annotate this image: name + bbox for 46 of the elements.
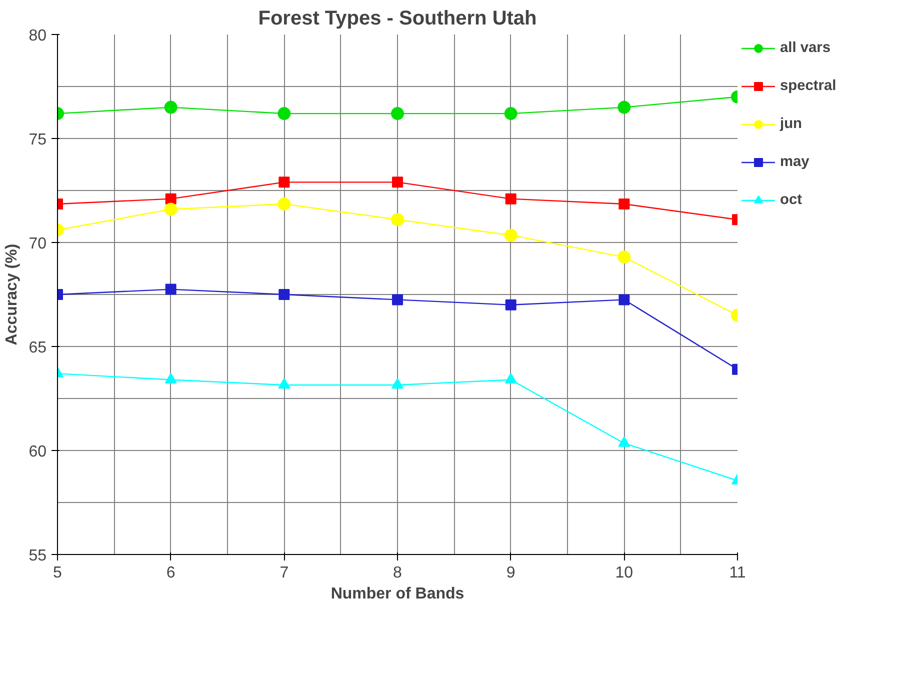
point xyxy=(618,436,630,447)
point xyxy=(164,372,177,384)
y-tick-label: 60 xyxy=(28,444,47,460)
y-tick-label: 75 xyxy=(28,132,47,148)
point xyxy=(504,228,518,242)
point xyxy=(392,294,403,306)
y-tick-label: 70 xyxy=(28,236,47,252)
point xyxy=(618,250,631,264)
x-tick-label: 11 xyxy=(729,564,746,582)
x-tick-label: 8 xyxy=(393,564,402,582)
point xyxy=(278,289,290,300)
point xyxy=(278,176,290,188)
x-tick-label: 5 xyxy=(53,564,62,582)
x-tick-label: 10 xyxy=(615,564,634,582)
point xyxy=(505,193,516,204)
x-tick-label: 6 xyxy=(166,564,176,582)
x-tick-label: 7 xyxy=(280,564,289,582)
point xyxy=(165,284,176,295)
point xyxy=(618,198,630,210)
point xyxy=(505,299,516,310)
legend-label: may xyxy=(780,154,810,170)
point xyxy=(164,100,178,114)
point xyxy=(392,378,404,389)
point xyxy=(278,378,290,389)
y-tick-label: 80 xyxy=(28,28,47,44)
point xyxy=(392,176,403,188)
y-axis-title: Accuracy (%) xyxy=(4,244,21,346)
point xyxy=(391,213,404,226)
chart-title: Forest Types - Southern Utah xyxy=(258,8,537,30)
legend-label: all vars xyxy=(780,40,832,56)
point xyxy=(165,193,176,204)
point xyxy=(618,294,630,306)
x-tick-label: 9 xyxy=(506,564,516,582)
y-tick-label: 65 xyxy=(28,340,47,356)
y-tick-label: 55 xyxy=(28,548,47,564)
point xyxy=(391,107,404,120)
point xyxy=(504,372,517,384)
point xyxy=(278,107,291,120)
legend-label: jun xyxy=(780,116,803,132)
legend-label: oct xyxy=(780,192,803,208)
x-axis-title: Number of Bands xyxy=(330,586,464,602)
point xyxy=(278,198,291,211)
point xyxy=(504,107,518,120)
point xyxy=(164,202,178,216)
legend-label: spectral xyxy=(780,78,838,94)
point xyxy=(618,100,631,114)
